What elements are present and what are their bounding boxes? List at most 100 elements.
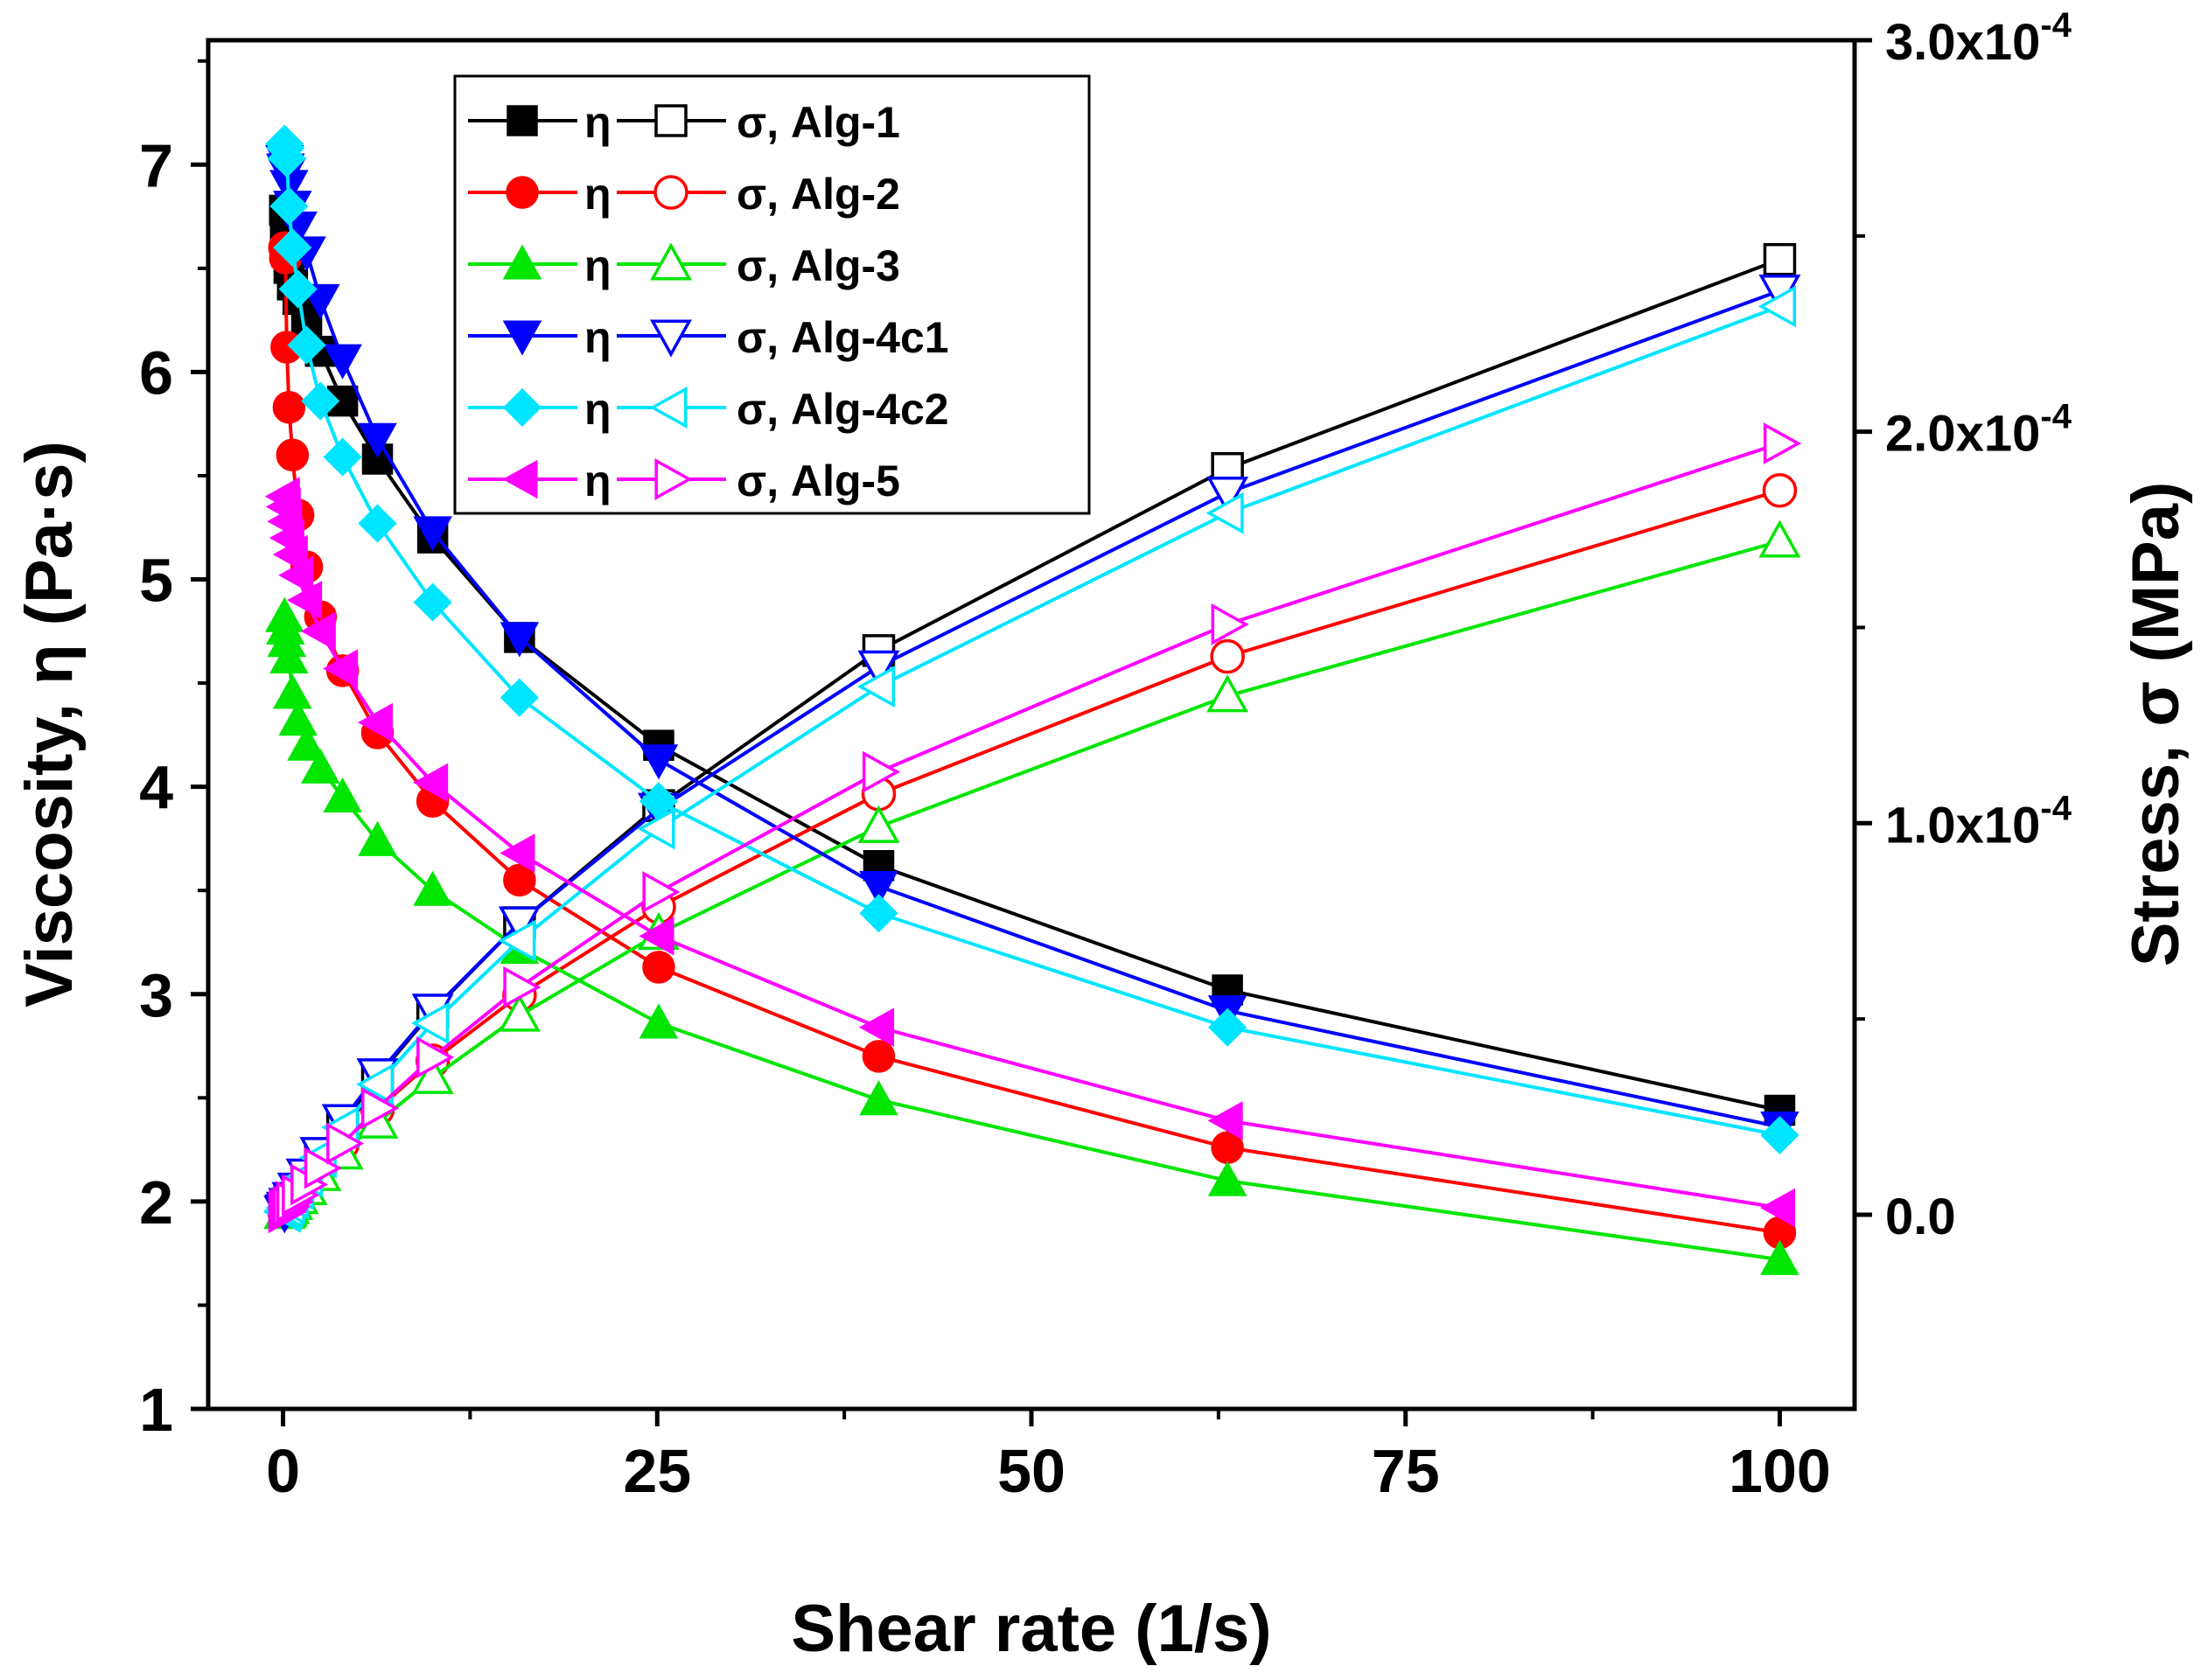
sigma-point — [857, 650, 900, 688]
eta-point — [267, 139, 306, 178]
legend-sigma-marker — [649, 387, 688, 429]
eta-line — [283, 143, 1780, 1137]
eta-point — [323, 344, 362, 380]
legend-item: η σ, Alg-1 — [468, 98, 900, 147]
legend-eta-label: η — [584, 385, 611, 434]
sigma-point — [857, 805, 900, 843]
x-axis-title: Shear rate (1/s) — [791, 1592, 1271, 1666]
eta-point — [1207, 1161, 1247, 1196]
legend-eta-marker — [507, 105, 538, 136]
legend-eta-marker — [502, 244, 542, 280]
y-left-tick-label: 3 — [139, 961, 173, 1029]
series-layer — [262, 124, 1802, 1275]
legend: η σ, Alg-1 η σ, Alg-2 η σ, Alg-3 η σ, Alg-4c1 η σ… — [453, 74, 1091, 515]
sigma-point — [637, 807, 675, 850]
eta-point — [1207, 1101, 1243, 1140]
y-left-tick-label: 6 — [139, 338, 173, 407]
legend-item: η σ, Alg-4c2 — [468, 385, 949, 434]
sigma-point — [304, 1147, 342, 1189]
y-left-tick-label: 4 — [139, 754, 173, 822]
eta-point — [269, 638, 309, 674]
legend-sigma-marker — [654, 458, 693, 500]
eta-point — [301, 381, 340, 421]
eta-point — [639, 917, 674, 956]
eta-point — [300, 611, 336, 652]
eta-point — [413, 870, 452, 906]
sigma-point — [355, 1063, 395, 1105]
eta-point — [1759, 1188, 1796, 1228]
sigma-point — [1210, 638, 1245, 674]
sigma-point — [416, 1036, 455, 1078]
sigma-point — [856, 666, 896, 708]
sigma-point — [862, 750, 901, 793]
y-right-tick-label: 3.0x10-4 — [1885, 6, 2072, 71]
y-right-tick-label: 2.0x10-4 — [1885, 398, 2072, 463]
sigma-point — [1211, 603, 1249, 645]
sigma-point — [326, 1122, 365, 1165]
sigma-point — [1205, 491, 1244, 534]
sigma-point — [1757, 285, 1797, 328]
eta-point — [859, 894, 898, 933]
sigma-point — [1206, 674, 1249, 713]
legend-series-label: σ, Alg-2 — [737, 170, 900, 219]
sigma-point — [360, 1087, 400, 1130]
legend-series-label: σ, Alg-1 — [737, 98, 900, 147]
legend-series-label: σ, Alg-4c1 — [737, 313, 949, 362]
eta-point — [859, 870, 898, 906]
legend-eta-marker — [502, 387, 542, 428]
eta-point — [273, 673, 312, 709]
legend-series-label: σ, Alg-3 — [737, 241, 900, 290]
eta-point — [413, 516, 452, 552]
legend-eta-label: η — [584, 98, 611, 147]
eta-point — [503, 863, 536, 897]
legend-eta-label: η — [584, 457, 611, 505]
legend-sigma-marker — [654, 104, 688, 137]
legend-eta-label: η — [584, 241, 611, 290]
eta-point — [859, 1080, 898, 1116]
legend-item: η σ, Alg-4c1 — [468, 313, 949, 362]
legend-eta-marker — [502, 320, 542, 356]
x-tick-label: 100 — [1729, 1437, 1831, 1505]
x-tick-label: 25 — [623, 1437, 691, 1505]
sigma-point — [1762, 473, 1798, 508]
eta-point — [287, 725, 326, 761]
legend-series-label: σ, Alg-5 — [737, 457, 900, 505]
sigma-point — [1763, 422, 1802, 465]
eta-point — [323, 777, 362, 813]
sigma-point — [411, 1002, 450, 1045]
eta-point — [323, 437, 362, 477]
y-left-tick-label: 5 — [139, 547, 173, 615]
y-left-tick-label: 2 — [139, 1168, 173, 1237]
eta-point — [1208, 1007, 1247, 1047]
eta-point — [639, 744, 679, 780]
eta-point — [500, 622, 540, 658]
sigma-point — [1206, 476, 1249, 515]
y-left-tick-label: 1 — [139, 1376, 173, 1444]
eta-point — [276, 438, 310, 471]
eta-point — [287, 580, 323, 620]
eta-point — [287, 325, 326, 365]
eta-point — [272, 534, 308, 575]
sigma-point — [642, 871, 681, 914]
y-right-tick-label: 0.0 — [1885, 1189, 1956, 1245]
eta-point — [642, 951, 675, 984]
legend-item: η σ, Alg-3 — [468, 241, 900, 290]
sigma-point — [1758, 519, 1801, 558]
axes: 0 25 50 75 100 1 2 3 4 5 6 7 0.0 1.0x10-4 2.0x10-4 3.0x… — [139, 6, 2072, 1505]
legend-eta-label: η — [584, 313, 611, 362]
eta-point — [1760, 1239, 1799, 1275]
x-tick-label: 75 — [1372, 1437, 1440, 1505]
sigma-point — [1763, 242, 1797, 276]
eta-point — [357, 702, 394, 742]
legend-eta-marker — [502, 459, 538, 499]
eta-point — [858, 1007, 895, 1047]
legend-eta-label: η — [584, 170, 611, 219]
eta-point — [639, 1003, 679, 1039]
legend-sigma-marker — [650, 319, 692, 358]
legend-box — [453, 74, 1091, 515]
y-axis-left-title: Viscosity, η (Pa·s) — [12, 441, 87, 1007]
eta-point — [862, 1040, 896, 1073]
series-Alg-3 — [263, 519, 1801, 1275]
series-Alg-5 — [264, 422, 1802, 1234]
